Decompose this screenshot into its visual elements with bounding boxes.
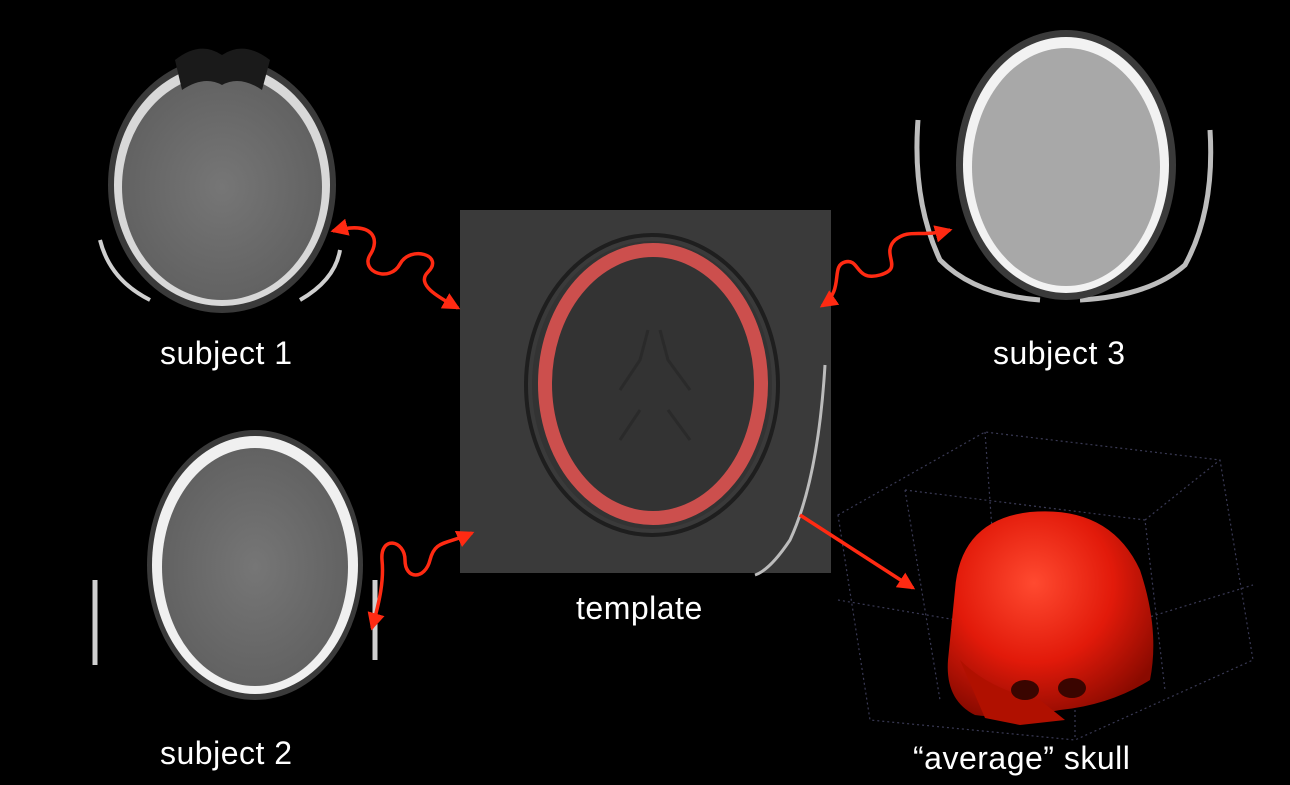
subject-3-ct-image xyxy=(914,30,1214,303)
arrow-subject2-template xyxy=(367,531,475,631)
subject-1-ct-image xyxy=(98,48,342,313)
subject-3-label: subject 3 xyxy=(993,335,1126,371)
arrow-subject3-template xyxy=(819,225,953,308)
template-label: template xyxy=(576,590,703,626)
subject-2-ct-image xyxy=(92,430,378,700)
arrows xyxy=(330,218,953,631)
arrow-template-skull xyxy=(799,513,916,590)
subject-2-label: subject 2 xyxy=(160,735,293,771)
arrow-subject1-template xyxy=(330,218,461,310)
template-image xyxy=(460,210,831,577)
average-skull-label: “average” skull xyxy=(913,740,1131,776)
average-skull-render xyxy=(837,431,1254,741)
subject-1-label: subject 1 xyxy=(160,335,293,371)
